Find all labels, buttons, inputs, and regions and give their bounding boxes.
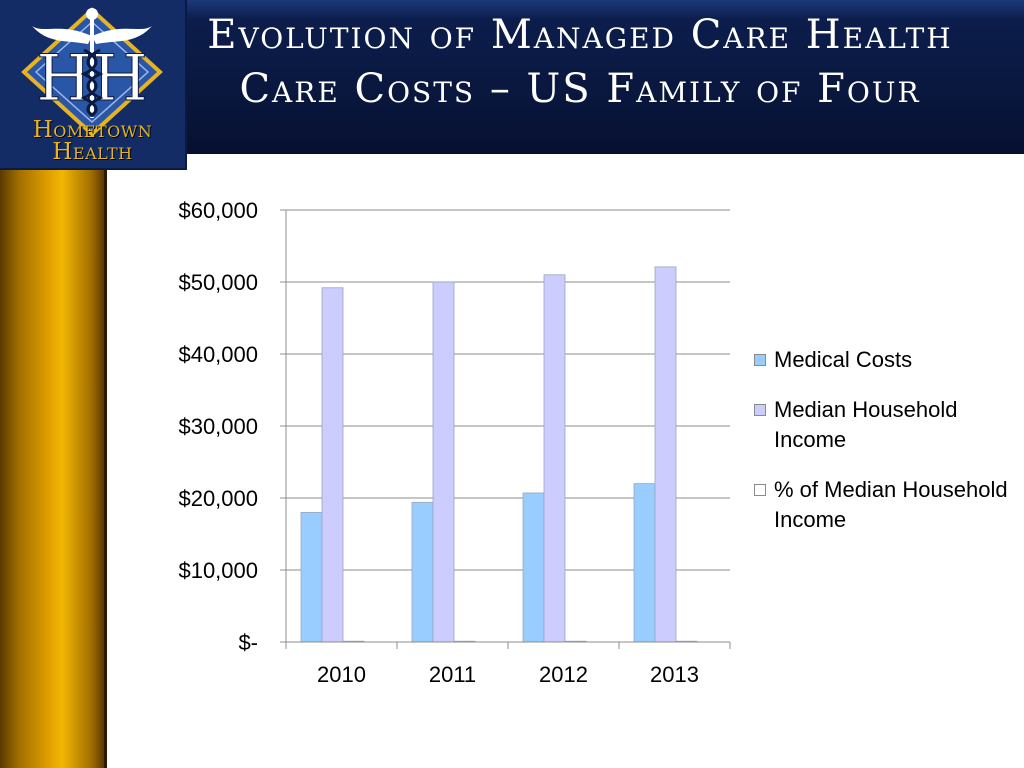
y-axis-tick-labels: $- $10,000 $20,000 $30,000 $40,000 $50,000 $60… (178, 198, 258, 655)
y-tick-label: $60,000 (178, 198, 258, 223)
bar-median-income-2013 (654, 266, 677, 643)
chart-legend: Medical Costs Median Household Income % of… (752, 345, 1012, 555)
legend-swatch (754, 484, 766, 496)
legend-item: % of Median Household Income (752, 475, 1012, 535)
bar-medical-costs-2010 (300, 511, 323, 643)
x-tick-label: 2013 (650, 662, 699, 687)
slide-title: Evolution of Managed Care Health Care Co… (207, 12, 953, 112)
legend-label: Medical Costs (774, 347, 913, 372)
hometown-health-logo: HH Hometown Health (0, 0, 187, 170)
bar-median-income-2011 (432, 281, 455, 643)
legend-swatch (754, 354, 766, 366)
bar-medical-costs-2012 (522, 492, 545, 643)
bar-medical-costs-2011 (411, 501, 434, 643)
y-tick-label: $30,000 (178, 414, 258, 439)
legend-item: Medical Costs (752, 345, 1012, 375)
bar-median-income-2010 (321, 287, 344, 643)
legend-swatch (754, 404, 766, 416)
x-tick-label: 2012 (539, 662, 588, 687)
x-axis-tick-labels: 2010 2011 2012 2013 (317, 662, 699, 687)
chart-axes (285, 210, 731, 649)
legend-item: Median Household Income (752, 395, 1012, 455)
logo-text-hometown: Hometown (32, 117, 153, 143)
caduceus-shield-icon: HH (21, 7, 163, 137)
y-tick-label: $- (238, 630, 258, 655)
y-tick-label: $40,000 (178, 342, 258, 367)
legend-label: % of Median Household Income (774, 477, 1008, 532)
title-banner (107, 0, 1024, 154)
y-tick-label: $20,000 (178, 486, 258, 511)
bar-chart: $- $10,000 $20,000 $30,000 $40,000 $50,000 $60… (178, 198, 731, 687)
y-tick-label: $50,000 (178, 270, 258, 295)
x-tick-label: 2010 (317, 662, 366, 687)
logo-text-health: Health (52, 139, 133, 165)
legend-label: Median Household Income (774, 397, 958, 452)
bar-medical-costs-2013 (633, 483, 656, 643)
bar-median-income-2012 (543, 274, 566, 643)
x-tick-label: 2011 (429, 662, 476, 687)
chart-bars (300, 266, 698, 643)
y-tick-label: $10,000 (178, 558, 258, 583)
